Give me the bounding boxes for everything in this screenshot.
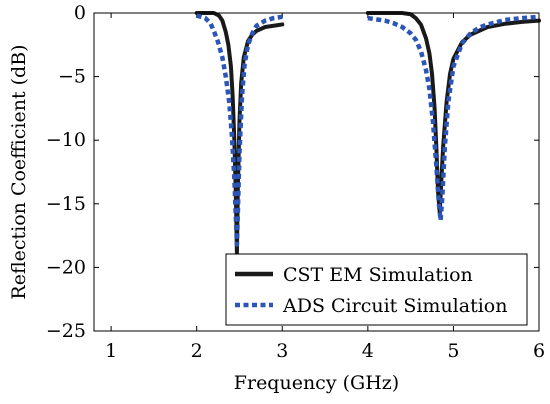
legend: CST EM Simulation ADS Circuit Simulation xyxy=(225,253,528,326)
y-axis-label: Reflection Coefficient (dB) xyxy=(8,44,30,299)
legend-box xyxy=(225,253,528,326)
x-axis-label: Frequency (GHz) xyxy=(234,372,399,394)
x-tick-label: 3 xyxy=(276,340,288,362)
x-tick-label: 4 xyxy=(362,340,374,362)
y-tick-label: −5 xyxy=(58,66,86,88)
y-tick-label: −10 xyxy=(46,129,86,151)
series-layer xyxy=(194,11,541,257)
plot-frame xyxy=(93,12,540,332)
legend-label: CST EM Simulation xyxy=(283,264,473,286)
y-tick-label: −20 xyxy=(46,256,86,278)
y-tick-label: −25 xyxy=(46,320,86,342)
y-tick-label: 0 xyxy=(74,2,86,24)
ads-series-line xyxy=(196,13,283,247)
x-tick-label: 5 xyxy=(447,340,459,362)
x-tick-label: 6 xyxy=(533,340,545,362)
x-tick-label: 2 xyxy=(191,340,203,362)
x-tick-label: 1 xyxy=(105,340,117,362)
cst-series-line xyxy=(365,11,541,215)
y-tick-label: −15 xyxy=(46,193,86,215)
legend-label: ADS Circuit Simulation xyxy=(282,295,507,317)
ads-series-line xyxy=(367,14,540,223)
